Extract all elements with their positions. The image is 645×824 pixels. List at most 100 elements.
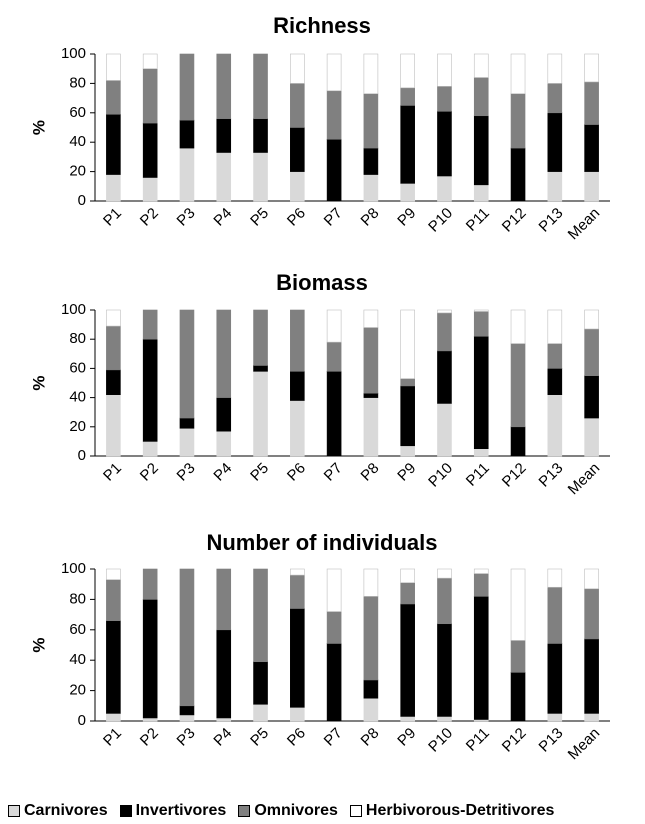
number-of-individuals-bar-p8-carnivores xyxy=(363,697,379,722)
biomass-bar-p2-omnivores xyxy=(142,309,158,340)
number-of-individuals-bar-p7-herbivorous-detritivores xyxy=(326,568,342,612)
biomass-bar-p11-carnivores xyxy=(473,448,489,457)
biomass-xtick-label-p4: P4 xyxy=(210,460,235,485)
richness-bar-p2-carnivores xyxy=(142,177,158,202)
richness-xtick-label-p6: P6 xyxy=(284,205,309,230)
richness-bar-p13-omnivores xyxy=(547,83,563,114)
legend: Carnivores Invertivores Omnivores Herbiv… xyxy=(8,800,640,822)
biomass-bar-p10-omnivores xyxy=(437,312,452,352)
number-of-individuals-bar-p1-herbivorous-detritivores xyxy=(106,568,121,580)
biomass-bar-p5-carnivores xyxy=(253,371,268,457)
number-of-individuals-bar-mean-omnivores xyxy=(584,588,599,640)
richness-bar-p1-omnivores xyxy=(106,80,121,115)
number-of-individuals-xtick-label-p8: P8 xyxy=(358,725,383,750)
number-of-individuals-xtick-label-p13: P13 xyxy=(536,725,567,756)
number-of-individuals-bar-p11-omnivores xyxy=(473,573,489,597)
richness-bar-p10-invertivores xyxy=(437,111,452,177)
richness-bar-p5-invertivores xyxy=(253,118,268,153)
number-of-individuals-bar-p13-omnivores xyxy=(547,586,563,644)
number-of-individuals-bar-p5-carnivores xyxy=(253,703,268,722)
legend-label-omnivores: Omnivores xyxy=(254,802,338,819)
biomass-bar-p7-omnivores xyxy=(326,341,342,372)
biomass-bar-p12-herbivorous-detritivores xyxy=(510,309,526,344)
number-of-individuals-bar-p13-invertivores xyxy=(547,643,563,714)
number-of-individuals-bar-p3-invertivores xyxy=(179,705,195,716)
number-of-individuals-bar-p10-carnivores xyxy=(437,716,452,722)
richness-xtick-label-p11: P11 xyxy=(463,205,493,235)
number-of-individuals-bar-p10-herbivorous-detritivores xyxy=(437,568,452,579)
biomass-bar-p1-carnivores xyxy=(106,394,121,457)
number-of-individuals-bar-p4-carnivores xyxy=(216,717,232,722)
number-of-individuals-bar-p6-herbivorous-detritivores xyxy=(290,568,305,576)
richness-bar-p4-invertivores xyxy=(216,118,232,153)
number-of-individuals-bar-p8-omnivores xyxy=(363,596,379,681)
biomass-bar-p10-herbivorous-detritivores xyxy=(437,309,452,314)
richness-bar-p8-invertivores xyxy=(363,147,379,175)
biomass-bar-p13-omnivores xyxy=(547,343,563,369)
richness-bar-p7-invertivores xyxy=(326,138,342,202)
biomass-bar-p10-carnivores xyxy=(437,403,452,457)
number-of-individuals-ytick-label-0: 0 xyxy=(78,712,86,729)
richness-bar-p11-omnivores xyxy=(473,77,489,117)
number-of-individuals-bar-p6-omnivores xyxy=(290,574,305,609)
richness-ylabel: % xyxy=(29,120,48,135)
biomass-xtick-label-p10: P10 xyxy=(425,460,456,491)
richness-bar-p2-omnivores xyxy=(142,68,158,124)
number-of-individuals-bar-p3-omnivores xyxy=(179,568,195,707)
number-of-individuals-bar-p4-omnivores xyxy=(216,568,232,631)
biomass-xtick-label-p7: P7 xyxy=(321,460,346,485)
number-of-individuals-ytick-label-100: 100 xyxy=(61,560,86,577)
number-of-individuals-bar-p11-herbivorous-detritivores xyxy=(473,568,489,574)
number-of-individuals-xtick-label-p2: P2 xyxy=(137,725,162,750)
number-of-individuals-bar-p12-invertivores xyxy=(510,672,526,722)
richness-bar-p7-omnivores xyxy=(326,90,342,140)
richness-xtick-label-p9: P9 xyxy=(394,205,419,230)
richness-bar-p13-herbivorous-detritivores xyxy=(547,53,563,84)
number-of-individuals-bar-p13-herbivorous-detritivores xyxy=(547,568,563,588)
biomass-bar-p6-carnivores xyxy=(290,400,305,457)
richness-xtick-label-p7: P7 xyxy=(321,205,346,230)
biomass-bar-p8-invertivores xyxy=(363,392,379,398)
biomass-bar-p4-omnivores xyxy=(216,309,232,398)
number-of-individuals-bar-p11-invertivores xyxy=(473,596,489,720)
richness-bar-p12-herbivorous-detritivores xyxy=(510,53,526,94)
richness-bar-p4-omnivores xyxy=(216,53,232,119)
number-of-individuals-bar-p3-carnivores xyxy=(179,714,195,722)
number-of-individuals-bar-p5-omnivores xyxy=(253,568,268,663)
number-of-individuals-bar-p9-herbivorous-detritivores xyxy=(400,568,415,583)
legend-swatch-herbivorous-detritivores xyxy=(349,805,362,817)
richness-bar-p6-invertivores xyxy=(290,127,305,172)
number-of-individuals-bar-p9-invertivores xyxy=(400,603,415,717)
biomass-bar-p4-carnivores xyxy=(216,430,232,457)
number-of-individuals-bar-p12-herbivorous-detritivores xyxy=(510,568,526,641)
number-of-individuals-xtick-label-p11: P11 xyxy=(463,725,493,755)
richness-bar-p9-omnivores xyxy=(400,87,415,106)
biomass-bar-p13-invertivores xyxy=(547,368,563,395)
richness-xtick-label-p12: P12 xyxy=(499,205,530,236)
legend-swatch-carnivores xyxy=(8,805,20,817)
legend-item-invertivores: Invertivores xyxy=(119,802,226,820)
richness-bar-mean-carnivores xyxy=(584,171,599,202)
richness-bar-p5-omnivores xyxy=(253,53,268,119)
richness-xtick-label-p13: P13 xyxy=(536,205,567,236)
biomass-bar-p11-invertivores xyxy=(473,335,489,449)
biomass-xtick-label-p12: P12 xyxy=(499,460,530,491)
number-of-individuals-bar-p13-carnivores xyxy=(547,713,563,722)
richness-bar-p10-omnivores xyxy=(437,86,452,112)
richness-xtick-label-p3: P3 xyxy=(174,205,199,230)
richness-bar-p12-omnivores xyxy=(510,93,526,149)
biomass-xtick-label-mean: Mean xyxy=(565,460,604,499)
biomass-title: Biomass xyxy=(276,270,368,295)
biomass-bar-p9-omnivores xyxy=(400,378,415,387)
number-of-individuals-ylabel: % xyxy=(29,637,48,652)
richness-bar-mean-omnivores xyxy=(584,81,599,125)
biomass-bar-p11-omnivores xyxy=(473,311,489,337)
number-of-individuals-bar-p2-invertivores xyxy=(142,599,158,719)
number-of-individuals-bar-p8-invertivores xyxy=(363,679,379,699)
biomass-bar-p6-omnivores xyxy=(290,309,305,372)
biomass-bar-mean-omnivores xyxy=(584,328,599,377)
biomass-ytick-label-0: 0 xyxy=(78,447,86,464)
number-of-individuals-bar-p4-invertivores xyxy=(216,629,232,719)
number-of-individuals-bar-p6-invertivores xyxy=(290,608,305,708)
richness-bar-p13-carnivores xyxy=(547,171,563,202)
